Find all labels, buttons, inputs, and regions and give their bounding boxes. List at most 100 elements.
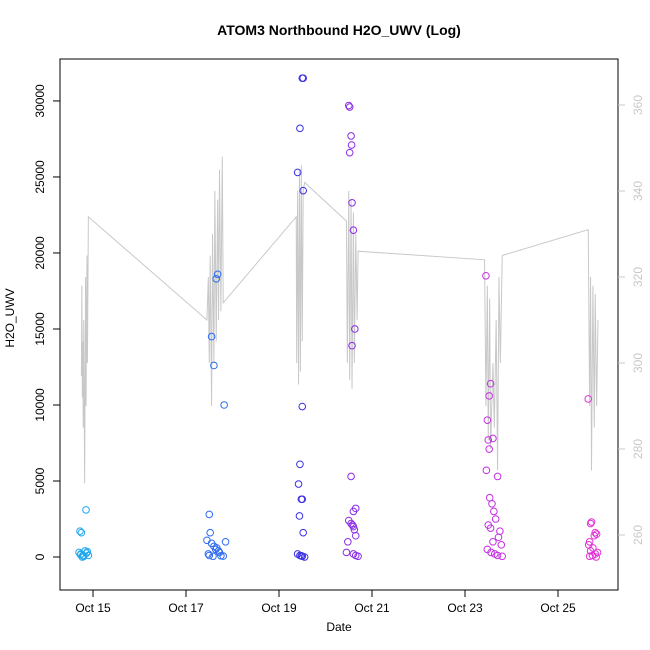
plot-frame xyxy=(59,58,619,591)
point xyxy=(482,271,490,280)
point xyxy=(76,527,84,535)
point xyxy=(76,550,85,559)
point xyxy=(221,538,230,546)
point xyxy=(210,361,218,370)
point xyxy=(482,466,491,475)
point xyxy=(349,550,358,558)
point xyxy=(294,480,303,488)
point xyxy=(204,550,213,558)
x-tick-label: Oct 23 xyxy=(447,601,483,615)
point xyxy=(293,168,302,177)
point xyxy=(493,472,502,481)
y-tick-label: 15000 xyxy=(33,312,47,346)
point xyxy=(344,538,352,546)
y-tick-label: 10000 xyxy=(33,388,47,422)
point xyxy=(213,270,222,279)
point xyxy=(298,495,307,504)
point xyxy=(344,101,353,110)
point xyxy=(349,507,358,516)
point xyxy=(206,528,214,537)
point xyxy=(486,524,495,532)
x-tick-label: Oct 21 xyxy=(354,601,390,615)
point xyxy=(348,199,356,207)
point xyxy=(483,416,492,424)
chart-title: ATOM3 Northbound H2O_UWV (Log) xyxy=(217,22,461,38)
point xyxy=(488,500,496,508)
point xyxy=(497,541,506,549)
point xyxy=(484,436,493,444)
point xyxy=(212,275,221,283)
point xyxy=(296,460,304,469)
point xyxy=(351,325,359,333)
point xyxy=(296,124,304,133)
x-tick-label: Oct 25 xyxy=(540,601,576,615)
point xyxy=(203,536,211,545)
point xyxy=(584,395,593,403)
point xyxy=(345,103,354,111)
x-tick-label: Oct 17 xyxy=(168,601,204,615)
x-tick-label: Oct 15 xyxy=(75,601,111,615)
point xyxy=(349,226,358,234)
point xyxy=(349,522,358,531)
x-tick-label: Oct 19 xyxy=(261,601,297,615)
point xyxy=(348,341,356,350)
point xyxy=(348,521,357,529)
point xyxy=(496,527,504,535)
point xyxy=(345,148,354,157)
point xyxy=(489,538,497,546)
point xyxy=(205,510,214,519)
point xyxy=(347,141,356,149)
point xyxy=(293,550,302,558)
point xyxy=(591,528,600,537)
point xyxy=(220,401,228,409)
point xyxy=(490,507,498,516)
point xyxy=(494,533,503,542)
point xyxy=(485,445,493,453)
y2-tick-label: 360 xyxy=(631,95,645,115)
x-axis-label: Date xyxy=(326,620,352,634)
point xyxy=(498,552,507,561)
y2-tick-label: 320 xyxy=(631,267,645,287)
point xyxy=(83,547,92,556)
point xyxy=(342,548,351,557)
point xyxy=(489,434,497,443)
point xyxy=(212,544,221,552)
point xyxy=(493,551,502,560)
point xyxy=(295,512,304,520)
point xyxy=(590,531,599,540)
point xyxy=(84,551,93,560)
y-tick-label: 20000 xyxy=(33,236,47,270)
point xyxy=(298,402,307,411)
point xyxy=(592,553,600,561)
line xyxy=(80,156,599,484)
point xyxy=(586,519,595,528)
point xyxy=(209,552,217,561)
point xyxy=(354,552,362,561)
point xyxy=(77,528,86,537)
y-tick-label: 25000 xyxy=(33,160,47,194)
point xyxy=(347,472,355,481)
y2-tick-label: 340 xyxy=(631,181,645,201)
point xyxy=(351,531,360,540)
point xyxy=(297,551,306,560)
point xyxy=(219,552,228,560)
point xyxy=(82,506,90,514)
y2-tick-label: 280 xyxy=(631,439,645,459)
y2-tick-label: 260 xyxy=(631,525,645,545)
point xyxy=(299,74,307,82)
y2-tick-label: 300 xyxy=(631,353,645,373)
point xyxy=(205,551,214,560)
point xyxy=(299,186,307,195)
y-tick-label: 0 xyxy=(33,553,47,560)
point xyxy=(300,553,309,561)
point xyxy=(485,392,493,400)
point xyxy=(207,332,216,341)
point xyxy=(347,132,355,140)
point xyxy=(299,528,307,537)
point xyxy=(491,515,500,523)
y-tick-label: 30000 xyxy=(33,84,47,118)
point xyxy=(486,379,495,388)
y-axis-label: H2O_UWV xyxy=(3,288,17,347)
y-tick-label: 5000 xyxy=(33,467,47,494)
